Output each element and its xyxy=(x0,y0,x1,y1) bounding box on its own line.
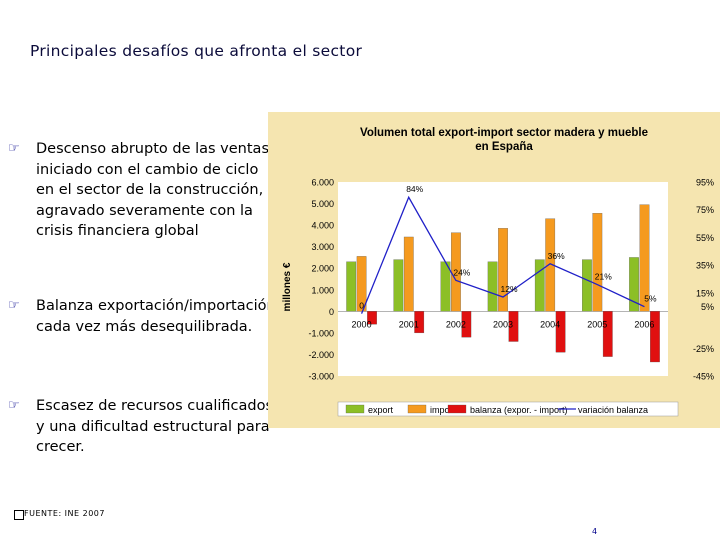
legend-swatch xyxy=(345,404,365,414)
export-bar xyxy=(487,261,498,312)
legend-label: export xyxy=(368,405,394,415)
y2-tick-label: -45% xyxy=(693,372,714,382)
y2-tick-label: -25% xyxy=(693,344,714,354)
y-tick-label: 1.000 xyxy=(311,285,334,295)
x-tick-label: 2006 xyxy=(634,319,654,329)
x-tick-label: 2003 xyxy=(493,319,513,329)
balanza-bar xyxy=(367,311,377,325)
footer-source: FUENTE: INE 2007 xyxy=(24,509,105,518)
y-tick-label: -3.000 xyxy=(308,372,334,382)
y2-tick-label: 5% xyxy=(701,302,714,312)
y-tick-label: 6.000 xyxy=(311,178,334,188)
legend-label: import xyxy=(430,405,456,415)
import-bar xyxy=(356,256,367,312)
line-data-label: 21% xyxy=(595,272,612,282)
y2-tick-label: 55% xyxy=(696,233,714,243)
export-bar xyxy=(346,261,357,312)
x-tick-label: 2000 xyxy=(352,319,372,329)
line-data-label: 5% xyxy=(644,294,657,304)
variacion-line xyxy=(360,195,645,314)
y2-tick-label: 35% xyxy=(696,261,714,271)
balanza-bar xyxy=(602,311,613,357)
bullet-text-2: Balanza exportación/importación cada vez… xyxy=(36,298,276,335)
export-bar xyxy=(629,257,639,312)
export-bar xyxy=(582,259,592,312)
pointing-hand-icon: ☞ xyxy=(8,398,20,413)
x-tick-label: 2004 xyxy=(540,319,560,329)
import-bar xyxy=(403,236,414,312)
chart-title-line-2: en España xyxy=(475,141,533,153)
chart-panel: Volumen total export-import sector mader… xyxy=(268,112,720,428)
chart-svg: Volumen total export-import sector mader… xyxy=(282,127,714,417)
legend-label: variación balanza xyxy=(578,405,648,415)
import-bar xyxy=(545,218,556,312)
bullet-text-1: Descenso abrupto de las ventas, iniciado… xyxy=(36,141,277,239)
bullet-item-2: ☞ Balanza exportación/importación cada v… xyxy=(8,296,278,337)
chart-legend: export import balanza (expor. - import) var… xyxy=(337,401,679,417)
plot-area: 6.000 5.000 4.000 3.000 2.000 1.000 0 -1.000 -2.… xyxy=(308,178,714,382)
y-tick-label: -1.000 xyxy=(308,328,334,338)
x-tick-label: 2001 xyxy=(399,319,419,329)
y2-tick-label: 95% xyxy=(696,178,714,188)
balanza-bar xyxy=(508,311,519,342)
import-bar xyxy=(639,204,650,312)
page-title: Principales desafíos que afronta el sect… xyxy=(30,42,363,60)
chart-title-line-1: Volumen total export-import sector mader… xyxy=(360,127,648,139)
import-bar xyxy=(592,213,603,312)
balanza-bar xyxy=(461,311,472,338)
bullet-item-3: ☞ Escasez de recursos cualificados y una… xyxy=(8,396,278,458)
footer-checkbox-glyph xyxy=(14,510,24,520)
export-bar xyxy=(393,259,404,312)
line-data-label: 0 xyxy=(359,301,364,311)
y2-tick-label: 15% xyxy=(696,288,714,298)
x-tick-label: 2005 xyxy=(587,319,607,329)
y-tick-label: 4.000 xyxy=(311,221,334,231)
y-axis-label: millones € xyxy=(282,262,293,311)
y-tick-label: 3.000 xyxy=(311,242,334,252)
import-bar xyxy=(498,228,508,312)
y-tick-label: 0 xyxy=(329,307,334,317)
y-tick-label: 2.000 xyxy=(311,264,334,274)
x-tick-label: 2002 xyxy=(446,319,466,329)
line-data-label: 36% xyxy=(548,251,565,261)
balanza-bar xyxy=(555,311,566,353)
balanza-bar xyxy=(650,311,660,363)
balanza-bar xyxy=(414,311,425,334)
export-bar xyxy=(534,259,545,312)
pointing-hand-icon: ☞ xyxy=(8,298,20,313)
pointing-hand-icon: ☞ xyxy=(8,141,20,156)
legend-swatch xyxy=(447,404,467,414)
y-tick-label: -2.000 xyxy=(308,350,334,360)
bullet-item-1: ☞ Descenso abrupto de las ventas, inicia… xyxy=(8,139,278,242)
bullet-text-3: Escasez de recursos cualificados y una d… xyxy=(36,398,274,455)
chart-title: Volumen total export-import sector mader… xyxy=(360,127,648,153)
y2-tick-label: 75% xyxy=(696,205,714,215)
y-tick-label: 5.000 xyxy=(311,199,334,209)
line-data-label: 12% xyxy=(500,284,517,294)
line-data-label: 84% xyxy=(406,184,423,194)
line-data-label: 24% xyxy=(453,267,470,277)
legend-swatch xyxy=(407,404,427,414)
legend-label: balanza (expor. - import) xyxy=(470,405,568,415)
page-number: 4 xyxy=(592,527,598,536)
